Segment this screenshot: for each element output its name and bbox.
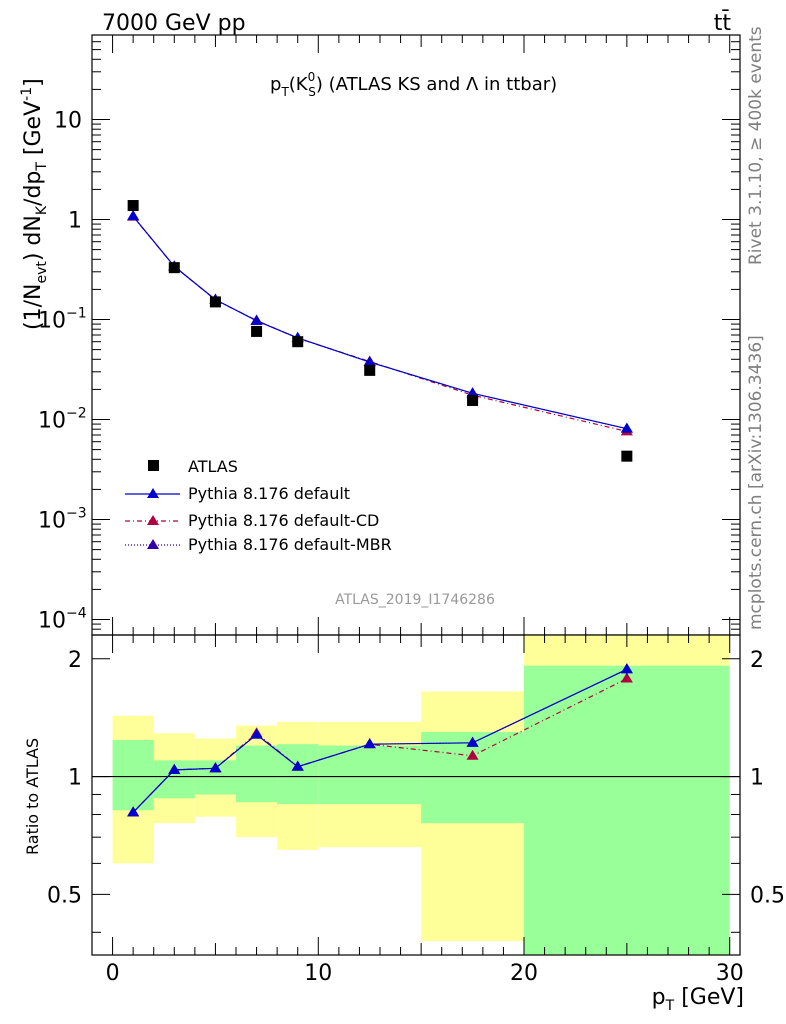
main-point-atlas-4 [292, 336, 304, 348]
header-right-label: tt̄ [714, 10, 732, 36]
main-ytick-label-3: 10−1 [38, 306, 87, 334]
main-line-mbr [132, 215, 628, 430]
ratio-ytick-label-left-1: 1 [68, 766, 82, 791]
ratio-band-inner-6 [421, 731, 524, 824]
ratio-point-default-5 [363, 738, 376, 749]
ratio-ytick-label-left-0: 0.5 [47, 883, 82, 908]
xtick-label-0: 0 [106, 961, 120, 986]
ratio-ytick-label-right-0: 0.5 [750, 883, 785, 908]
ratio-point-default-3 [250, 728, 263, 739]
legend-marker-cd [147, 515, 159, 525]
ratio-point-default-0 [127, 806, 140, 817]
main-plot-panel: 10−4 10−3 10−2 10−1 1 10 pT(K0 S) (ATLAS KS an… [19, 34, 741, 636]
ratio-band-inner-7 [524, 665, 730, 955]
ratio-point-cd-6 [466, 749, 479, 760]
ratio-point-default-2 [209, 762, 222, 773]
ratio-band-inner-3 [236, 745, 278, 803]
ratio-line-default [132, 668, 628, 813]
main-ytick-label-2: 10−2 [38, 406, 87, 434]
main-point-default-3 [250, 314, 263, 325]
ratio-band-inner-5 [318, 745, 422, 805]
main-point-default-5 [363, 356, 376, 367]
x-axis-label: pT [GeV] [652, 985, 744, 1014]
legend-label-cd: Pythia 8.176 default-CD [188, 511, 379, 530]
main-point-atlas-5 [364, 364, 376, 376]
ratio-y-axis-label: Ratio to ATLAS [23, 738, 42, 855]
main-point-default-6 [466, 387, 479, 398]
ratio-band-inner-0 [112, 740, 154, 811]
main-point-atlas-2 [209, 296, 221, 308]
ratio-point-default-1 [168, 763, 181, 774]
ratio-plot-frame [91, 634, 741, 956]
main-line-default [132, 215, 628, 430]
main-y-axis-label: (1/Nevt) dNK/dpT [GeV-1] [19, 78, 50, 330]
analysis-watermark: ATLAS_2019_I1746286 [335, 592, 495, 608]
plot-title: pT(K0 S) (ATLAS KS and Λ in ttbar) [270, 70, 557, 99]
main-ytick-label-0: 10−4 [38, 606, 87, 634]
main-point-default-7 [620, 422, 633, 433]
main-line-cd [132, 216, 628, 432]
legend-marker-atlas [148, 460, 159, 471]
main-point-atlas-6 [467, 394, 479, 406]
rivet-version-label: Rivet 3.1.10, ≥ 400k events [746, 26, 766, 265]
xtick-label-2: 20 [510, 961, 538, 986]
legend-label-default: Pythia 8.176 default [188, 484, 350, 503]
legend-label-atlas: ATLAS [188, 457, 238, 476]
main-point-atlas-7 [621, 450, 633, 462]
legend: ATLAS Pythia 8.176 default Pythia 8.176 … [125, 457, 392, 554]
ratio-point-default-6 [466, 736, 479, 747]
xtick-label-3: 30 [716, 961, 744, 986]
header-left-label: 7000 GeV pp [102, 11, 246, 36]
ratio-point-cd-7 [620, 672, 633, 683]
main-ytick-label-1: 10−3 [38, 506, 87, 534]
ratio-band-inner-4 [277, 744, 319, 805]
mcplots-label: mcplots.cern.ch [arXiv:1306.3436] [746, 335, 766, 630]
ratio-ytick-label-left-2: 2 [68, 648, 82, 673]
ratio-plot-panel: 0.5 0.51 12 20 10 20 30 Ratio to ATLAS pT [GeV… [23, 634, 785, 1014]
legend-label-mbr: Pythia 8.176 default-MBR [188, 535, 392, 554]
ratio-point-default-4 [291, 760, 304, 771]
ratio-ytick-label-right-1: 1 [750, 766, 764, 791]
main-ytick-label-5: 10 [54, 109, 82, 134]
main-point-atlas-1 [168, 262, 180, 274]
main-point-default-0 [127, 210, 140, 221]
ratio-ytick-label-right-2: 2 [750, 648, 764, 673]
xtick-label-1: 10 [304, 961, 332, 986]
main-ytick-label-4: 1 [68, 209, 82, 234]
main-point-atlas-0 [127, 200, 139, 212]
legend-marker-mbr [147, 539, 159, 549]
legend-marker-default [147, 488, 159, 498]
main-point-atlas-3 [251, 325, 263, 337]
